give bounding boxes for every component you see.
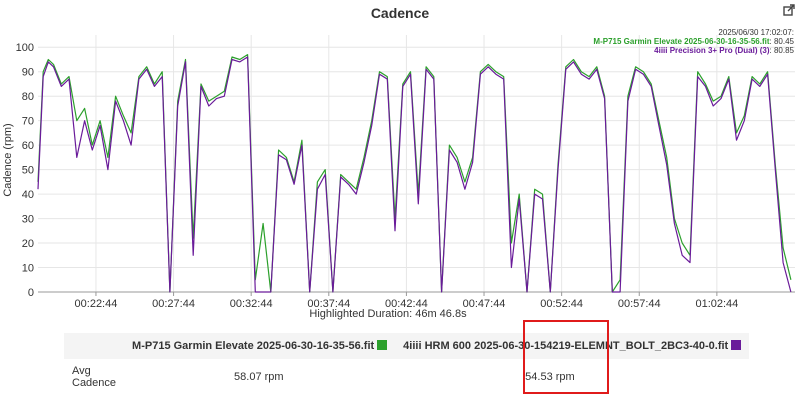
y-axis-label: Cadence (rpm) — [2, 123, 14, 196]
series-line-1 — [37, 53, 792, 293]
chart-title: Cadence — [371, 5, 430, 21]
y-tick-label: 50 — [22, 165, 34, 177]
x-tick-label: 00:52:44 — [540, 298, 583, 310]
summary-row-label: Avg Cadence — [72, 365, 117, 389]
series-1-color-swatch — [377, 340, 388, 350]
summary-header-series-1: M-P715 Garmin Elevate 2025-06-30-16-35-5… — [124, 333, 396, 359]
summary-value-series-2: 54.53 rpm — [525, 371, 575, 383]
highlighted-duration: Highlighted Duration: 46m 46.8s — [309, 308, 467, 320]
legend-entry-2-name: 4iiii Precision 3+ Pro (Dual) (3) — [654, 46, 770, 55]
y-tick-label: 100 — [16, 42, 34, 54]
x-tick-label: 00:27:44 — [152, 298, 195, 310]
summary-header-row: M-P715 Garmin Elevate 2025-06-30-16-35-5… — [64, 333, 750, 359]
legend-entry-1-name: M-P715 Garmin Elevate 2025-06-30-16-35-5… — [593, 37, 769, 46]
y-tick-label: 70 — [22, 116, 34, 128]
legend-entry-2: 4iiii Precision 3+ Pro (Dual) (3): 80.85 — [654, 46, 794, 55]
y-tick-label: 80 — [22, 91, 34, 103]
x-tick-label: 00:37:44 — [307, 298, 350, 310]
y-tick-label: 20 — [22, 238, 34, 250]
x-axis-tick-labels: 00:22:44 00:27:44 00:32:44 00:37:44 00:42:44… — [75, 298, 739, 310]
summary-table: M-P715 Garmin Elevate 2025-06-30-16-35-5… — [64, 333, 750, 395]
series-2-color-swatch — [731, 340, 742, 350]
summary-value-series-1: 58.07 rpm — [234, 371, 284, 383]
external-link-icon[interactable] — [783, 4, 795, 16]
x-tick-label: 00:57:44 — [618, 298, 661, 310]
summary-header-blank — [64, 333, 125, 359]
y-axis-tick-labels: 0 10 20 30 40 50 60 70 80 90 100 — [16, 42, 34, 299]
legend-timestamp: 2025/06/30 17:02:07: — [718, 28, 794, 37]
x-tick-label: 00:32:44 — [230, 298, 273, 310]
y-tick-label: 30 — [22, 214, 34, 226]
legend-entry-2-value: 80.85 — [774, 46, 795, 55]
y-tick-label: 90 — [22, 67, 34, 79]
legend-entry-1-value: 80.45 — [774, 37, 795, 46]
x-tick-label: 00:47:44 — [463, 298, 506, 310]
legend: 2025/06/30 17:02:07: M-P715 Garmin Eleva… — [593, 28, 794, 55]
x-tick-label: 00:42:44 — [385, 298, 428, 310]
series-line-2 — [37, 56, 792, 293]
x-tick-label: 00:22:44 — [75, 298, 118, 310]
series-lines — [37, 53, 792, 293]
y-tick-label: 40 — [22, 189, 34, 201]
legend-entry-1: M-P715 Garmin Elevate 2025-06-30-16-35-5… — [593, 37, 794, 46]
summary-row-avg-cadence: Avg Cadence 58.07 rpm 54.53 rpm — [64, 359, 749, 395]
x-tick-label: 01:02:44 — [695, 298, 738, 310]
y-tick-label: 0 — [28, 287, 34, 299]
summary-header-series-2: 4iiii HRM 600 2025-06-30-154219-ELEMNT_B… — [395, 333, 750, 359]
y-tick-label: 10 — [22, 263, 34, 275]
y-tick-label: 60 — [22, 140, 34, 152]
